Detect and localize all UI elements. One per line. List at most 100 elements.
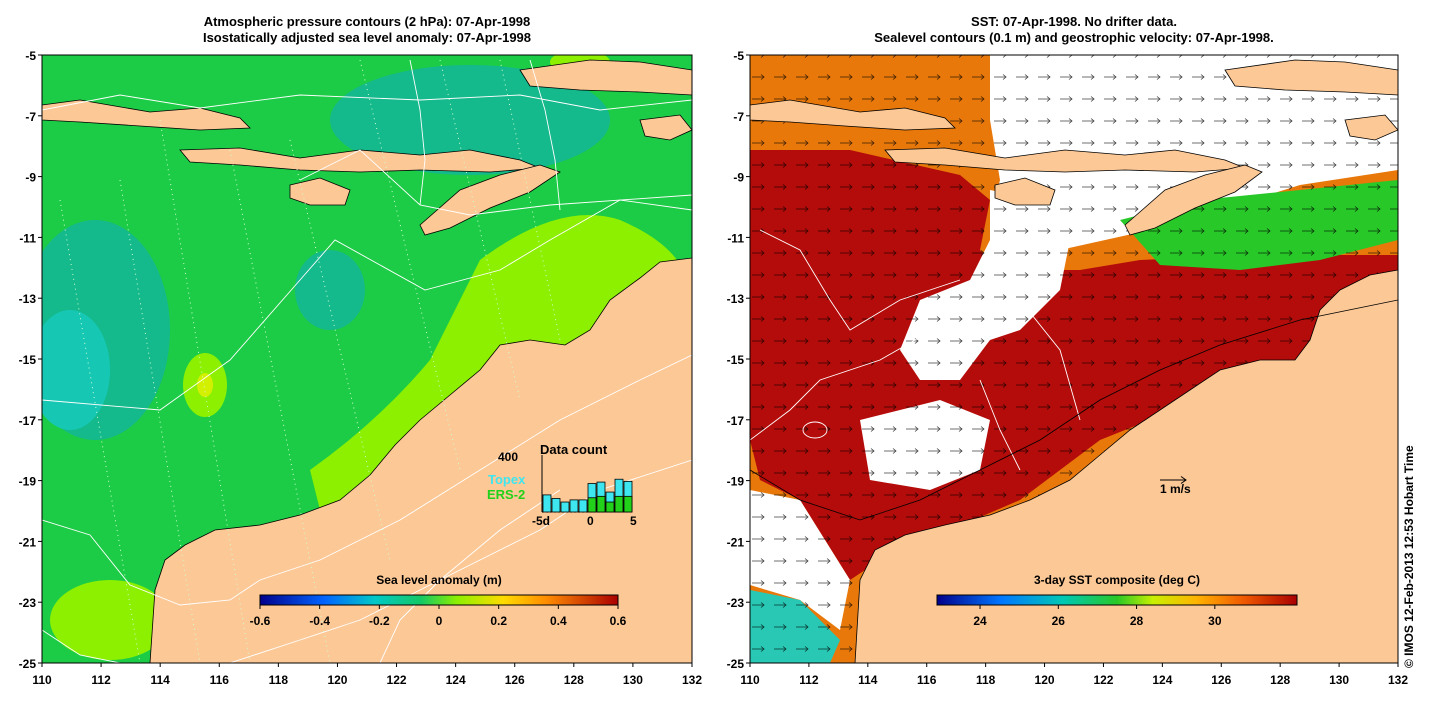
left-axes: 110 112 114 116 118 120 122 124 126 128 130 132 -5 -7… (19, 49, 703, 687)
inset-title: Data count (540, 442, 608, 457)
right-x-tick-label: 112 (799, 673, 819, 687)
right-island-java (750, 99, 956, 131)
left-y-tick-label: -25 (19, 657, 37, 671)
inset-bars (542, 478, 633, 513)
left-x-tick-label: 130 (623, 673, 643, 687)
topex-count-bar (560, 501, 570, 513)
right-y-tick-label: -13 (727, 292, 745, 306)
right-island-small (1344, 114, 1398, 141)
right-island-north (1224, 59, 1398, 96)
sst-colorbar (936, 594, 1298, 606)
left-x-tick-label: 124 (446, 673, 466, 687)
sla-high-spot-core (197, 373, 213, 397)
sla-tick-label: -0.6 (250, 614, 271, 628)
sst-tick-label: 28 (1130, 614, 1144, 628)
right-y-tick-label: -17 (727, 414, 745, 428)
sla-colorbar-ticks: -0.6 -0.4 -0.2 0 0.2 0.4 0.6 (250, 605, 627, 628)
left-island-sumba (289, 177, 351, 206)
sla-tick-label: 0 (436, 614, 443, 628)
credit-text: © IMOS 12-Feb-2013 12:53 Hobart Time (1402, 445, 1416, 668)
velocity-scale-label: 1 m/s (1160, 482, 1191, 496)
left-y-tick-label: -21 (19, 535, 37, 549)
left-x-tick-label: 120 (327, 673, 347, 687)
sst-colorbar-ticks: 24 26 28 30 (973, 605, 1222, 628)
sla-low-west-core (42, 310, 110, 430)
left-island-small (639, 114, 692, 141)
right-black-contour (750, 299, 1398, 521)
sst-colorbar-label: 3-day SST composite (deg C) (1033, 573, 1201, 587)
ers2-count-bar (623, 495, 633, 513)
left-island-north (519, 59, 692, 96)
right-x-tick-label: 114 (858, 673, 878, 687)
sla-tick-label: 0.2 (490, 614, 507, 628)
sla-tick-label: 0.6 (610, 614, 627, 628)
right-island-timor (1124, 164, 1263, 236)
right-title-line1: SST: 07-Apr-1998. No drifter data. (971, 14, 1177, 29)
inset-legend-ers2: ERS-2 (487, 487, 526, 502)
right-y-tick-label: -21 (727, 535, 745, 549)
topex-count-bar (551, 498, 561, 513)
sla-low-central (295, 250, 365, 330)
inset-y-tick: 400 (498, 450, 519, 464)
left-map (42, 55, 692, 663)
ers2-count-bar (614, 495, 624, 513)
ers2-count-bar (596, 495, 606, 513)
left-y-tick-label: -5 (25, 49, 36, 63)
right-y-tick-label: -5 (733, 49, 744, 63)
right-australia-land (854, 269, 1398, 663)
right-y-tick-label: -19 (727, 475, 745, 489)
right-x-tick-label: 110 (740, 673, 760, 687)
data-count-inset (541, 455, 634, 513)
sla-colorbar-label: Sea level anomaly (m) (376, 573, 502, 587)
right-x-tick-label: 132 (1388, 673, 1408, 687)
right-x-tick-label: 130 (1329, 673, 1349, 687)
sla-tick-label: 0.4 (550, 614, 567, 628)
topex-count-bar (569, 499, 579, 513)
left-x-tick-label: 112 (91, 673, 111, 687)
left-island-java (42, 99, 251, 131)
left-island-timor (419, 164, 561, 236)
left-x-tick-label: 110 (32, 673, 52, 687)
sla-high-sw (50, 580, 170, 660)
ers2-count-bar (587, 497, 597, 513)
right-y-tick-label: -11 (727, 231, 744, 245)
left-y-tick-label: -23 (19, 596, 37, 610)
sst-tick-label: 26 (1052, 614, 1066, 628)
sst-tick-label: 24 (973, 614, 987, 628)
right-island-sumba (994, 177, 1056, 206)
left-y-tick-label: -7 (25, 110, 36, 124)
inset-x-tick-end: 5 (630, 514, 637, 528)
left-pressure-contours (42, 59, 692, 663)
left-map-title: Atmospheric pressure contours (2 hPa): 0… (42, 14, 692, 46)
right-title-line2: Sealevel contours (0.1 m) and geostrophi… (874, 30, 1274, 45)
right-y-tick-label: -7 (733, 110, 744, 124)
left-x-tick-label: 114 (151, 673, 171, 687)
topex-count-bar (578, 499, 588, 513)
ers2-count-bar (605, 501, 615, 513)
left-y-tick-label: -19 (19, 475, 37, 489)
right-y-tick-label: -15 (727, 353, 745, 367)
left-title-line2: Isostatically adjusted sea level anomaly… (202, 30, 532, 45)
right-x-tick-label: 116 (917, 673, 937, 687)
right-x-tick-label: 118 (976, 673, 996, 687)
sla-tick-label: -0.4 (309, 614, 330, 628)
left-y-tick-label: -13 (19, 292, 37, 306)
right-y-tick-label: -23 (727, 596, 745, 610)
right-x-tick-label: 128 (1270, 673, 1290, 687)
left-y-tick-label: -11 (19, 231, 36, 245)
right-map (750, 55, 1398, 663)
sst-tick-label: 30 (1208, 614, 1222, 628)
right-axes: 110 112 114 116 118 120 122 124 126 128 130 132 -5 -7… (727, 49, 1409, 687)
right-y-tick-label: -25 (727, 657, 745, 671)
left-australia-land (149, 257, 692, 663)
right-x-tick-label: 122 (1093, 673, 1113, 687)
left-x-tick-label: 126 (505, 673, 525, 687)
inset-legend-topex: Topex (488, 472, 526, 487)
sla-colorbar (259, 594, 619, 606)
right-sealevel-contours (750, 229, 1081, 471)
inset-x-tick-zero: 0 (587, 514, 594, 528)
right-x-tick-label: 126 (1211, 673, 1231, 687)
left-x-tick-label: 122 (387, 673, 407, 687)
left-x-tick-label: 116 (210, 673, 230, 687)
